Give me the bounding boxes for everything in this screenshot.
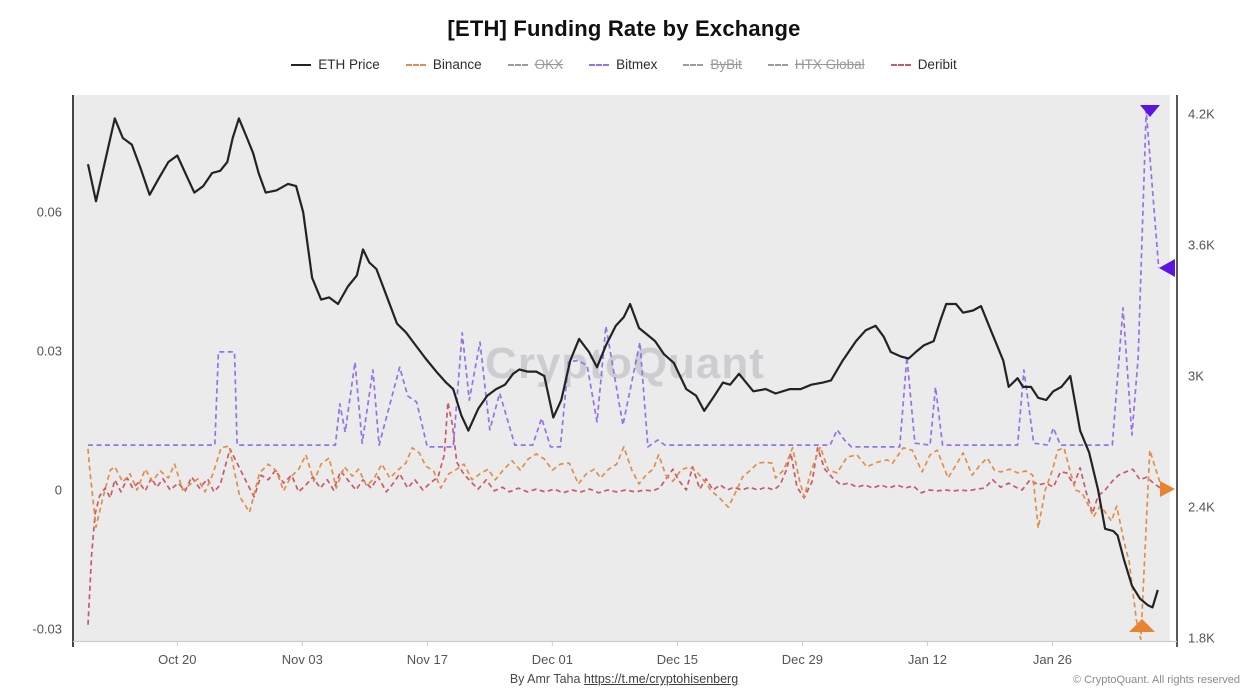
triangle-up-marker-icon	[1129, 619, 1155, 632]
dashed-line-swatch-icon	[890, 63, 911, 66]
left-axis-tick-label: 0	[55, 483, 62, 498]
series-line-bitmex	[88, 109, 1160, 448]
dashed-line-swatch-icon	[767, 63, 788, 66]
plot-background[interactable]	[74, 95, 1170, 641]
legend-item-label: ByBit	[710, 57, 742, 72]
series-line-binance	[87, 445, 1164, 641]
triangle-right-marker-icon	[1160, 481, 1175, 497]
dashed-line-swatch-icon	[589, 63, 610, 66]
legend-item-binance[interactable]: Binance	[405, 57, 482, 72]
watermark-text: CryptoQuant	[485, 339, 765, 388]
x-axis-tick-label: Dec 29	[782, 652, 823, 667]
x-axis-tick-label: Nov 03	[282, 652, 323, 667]
legend-item-bybit[interactable]: ByBit	[683, 57, 742, 72]
x-axis-tick-label: Dec 01	[532, 652, 573, 667]
footer-byline: By Amr Taha https://t.me/cryptohisenberg	[0, 672, 1248, 686]
dashed-line-swatch-icon	[405, 63, 426, 66]
triangle-left-marker-icon	[1159, 259, 1175, 277]
solid-line-swatch-icon	[291, 63, 312, 66]
left-axis-tick-label: -0.03	[32, 621, 62, 636]
x-axis-tick-label: Oct 20	[158, 652, 196, 667]
x-axis-tick-label: Jan 12	[908, 652, 947, 667]
legend-item-label: Binance	[432, 57, 482, 72]
left-axis-tick-label: 0.06	[37, 205, 62, 220]
right-axis-tick-label: 4.2K	[1188, 107, 1215, 122]
byline-text: By Amr Taha	[509, 672, 584, 686]
legend-item-label: Deribit	[917, 57, 957, 72]
right-axis-tick-label: 3K	[1188, 369, 1204, 384]
series-group	[86, 109, 1164, 641]
dashed-line-swatch-icon	[507, 63, 528, 66]
legend-item-label: Bitmex	[616, 57, 658, 72]
legend-item-label: HTX Global	[794, 57, 865, 72]
dashed-line-swatch-icon	[683, 63, 704, 66]
legend-item-eth-price[interactable]: ETH Price	[291, 57, 380, 72]
x-axis-tick-label: Jan 26	[1033, 652, 1072, 667]
legend-item-label: OKX	[534, 57, 564, 72]
triangle-down-marker-icon	[1140, 105, 1160, 117]
legend-item-okx[interactable]: OKX	[507, 57, 564, 72]
left-axis-tick-label: 0.03	[37, 344, 62, 359]
series-line-eth-price	[86, 117, 1159, 609]
x-axis-tick-label: Dec 15	[657, 652, 698, 667]
right-axis-tick-label: 1.8K	[1188, 631, 1215, 646]
footer-copyright: © CryptoQuant. All rights reserved	[1072, 674, 1240, 686]
legend-item-deribit[interactable]: Deribit	[890, 57, 957, 72]
right-axis-tick-label: 2.4K	[1188, 500, 1215, 515]
legend-item-htx-global[interactable]: HTX Global	[767, 57, 865, 72]
legend-item-bitmex[interactable]: Bitmex	[589, 57, 657, 72]
x-axis-tick-label: Nov 17	[407, 652, 448, 667]
legend-item-label: ETH Price	[318, 57, 380, 72]
right-axis-tick-label: 3.6K	[1188, 238, 1215, 253]
series-line-deribit	[87, 401, 1161, 625]
byline-link[interactable]: https://t.me/cryptohisenberg	[583, 672, 739, 686]
legend: ETH Price Binance OKX Bitmex ByBit HTX Global…	[0, 57, 1248, 72]
chart-title: [ETH] Funding Rate by Exchange	[447, 16, 801, 41]
